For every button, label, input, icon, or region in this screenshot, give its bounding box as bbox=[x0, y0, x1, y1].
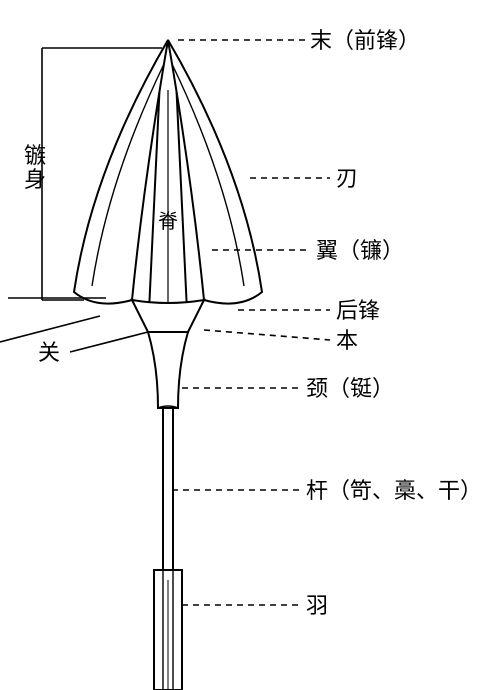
label: 刃 bbox=[336, 166, 358, 191]
label-bracket: 镞身 bbox=[24, 143, 46, 192]
label: 末（前锋） bbox=[310, 28, 420, 53]
label: 后锋 bbox=[336, 298, 380, 323]
label: 关 bbox=[38, 340, 60, 365]
label: 本 bbox=[336, 328, 358, 353]
label: 颈（铤） bbox=[306, 376, 394, 401]
arrow-diagram: 镞身 末（前锋） 刃翼（镰） 后锋本颈（铤） 杆（笴、槀、干） 羽 关 脊 bbox=[0, 0, 500, 690]
inline-label: 脊 bbox=[158, 210, 178, 233]
label: 翼（镰） bbox=[316, 238, 404, 263]
label: 羽 bbox=[306, 593, 328, 618]
label: 杆（笴、槀、干） bbox=[306, 478, 482, 503]
